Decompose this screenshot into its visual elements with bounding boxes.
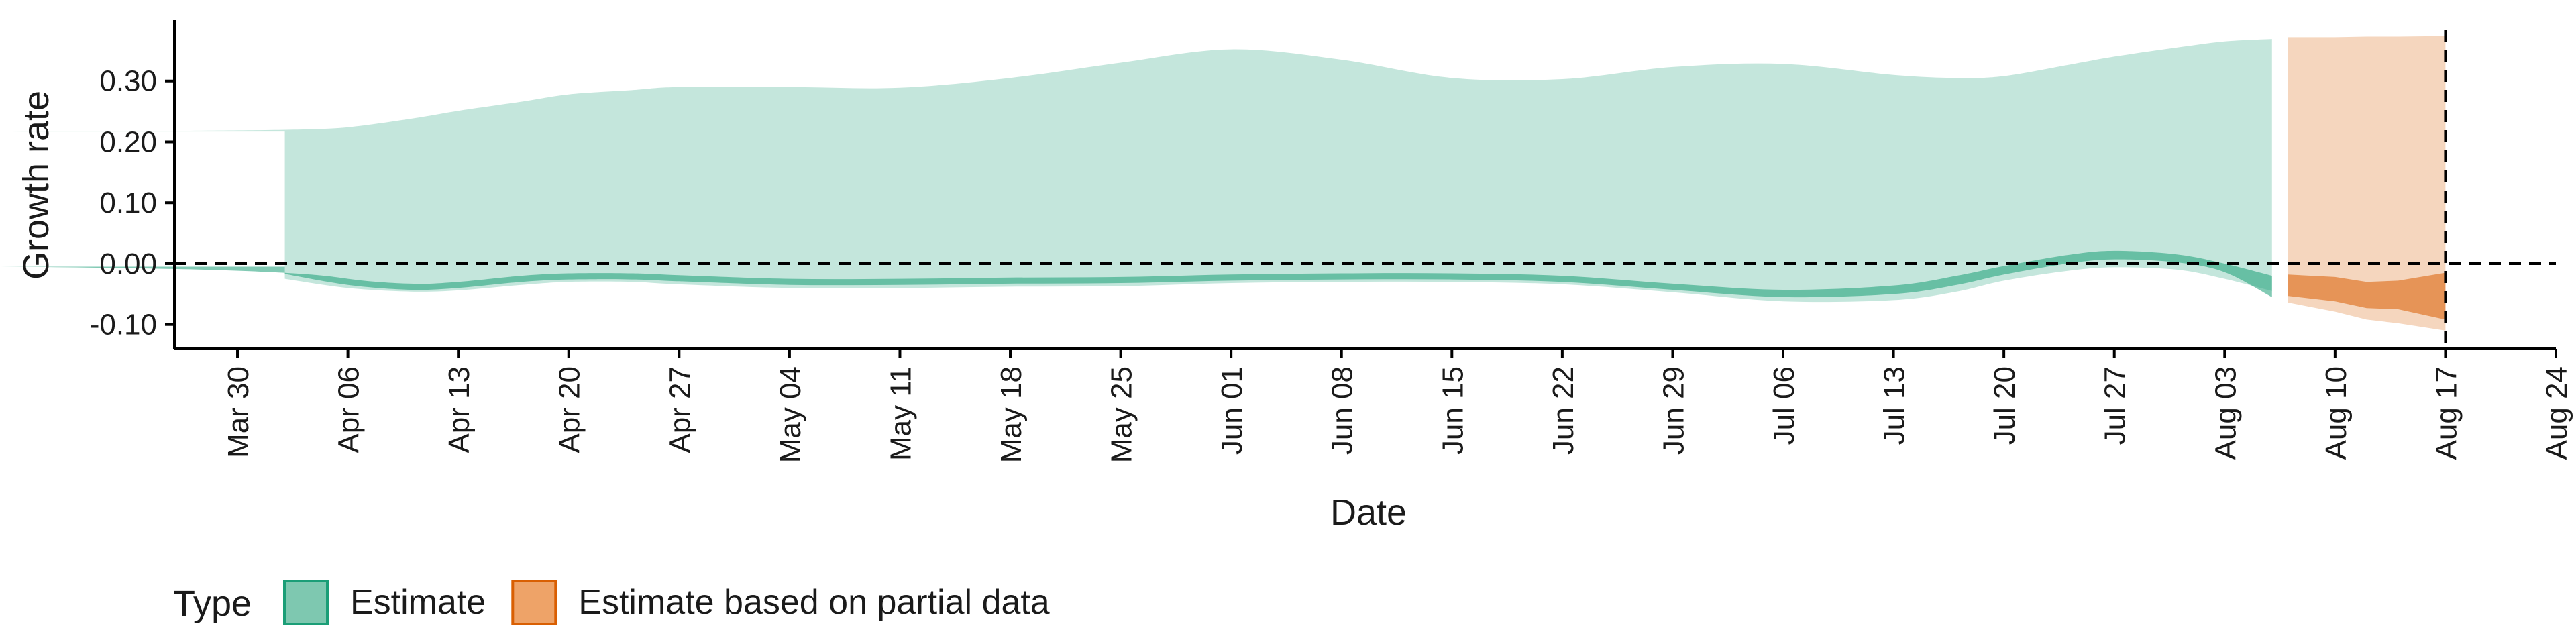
y-tick-label: 0.10 (99, 186, 157, 219)
y-tick-label: 0.30 (99, 65, 157, 98)
x-tick-label: Jun 22 (1547, 366, 1580, 455)
series-1-inner-band (2288, 272, 2446, 320)
x-tick-label: Jun 01 (1216, 366, 1248, 455)
x-tick-label: Aug 03 (2209, 366, 2242, 460)
axes (173, 20, 2556, 350)
x-tick-label: Mar 30 (222, 366, 255, 458)
legend: Type Estimate Estimate based on partial d… (173, 580, 1050, 625)
x-tick-label: Apr 20 (553, 366, 586, 453)
legend-key-1 (511, 580, 557, 625)
x-tick-label: Jul 27 (2099, 366, 2132, 445)
x-tick-label: Jul 20 (1988, 366, 2021, 445)
legend-key-0 (283, 580, 329, 625)
series-1-outer-band (2288, 36, 2446, 331)
reference-lines (174, 30, 2556, 349)
x-tick-label: May 18 (995, 366, 1028, 463)
x-tick-label: Jun 15 (1436, 366, 1469, 455)
legend-title: Type (173, 584, 252, 624)
x-tick-label: Jul 13 (1878, 366, 1911, 445)
x-tick-label: Jul 06 (1768, 366, 1801, 445)
x-tick-label: Jun 29 (1657, 366, 1690, 455)
y-axis-ticks: -0.10 0.00 0.10 0.20 0.30 (90, 65, 174, 341)
x-tick-label: May 11 (885, 366, 918, 461)
x-axis-ticks: Mar 30 Apr 06 Apr 13 Apr 20 Apr 27 May 04 May … (222, 349, 2573, 463)
x-tick-label: Aug 17 (2430, 366, 2463, 460)
x-tick-label: Aug 10 (2320, 366, 2353, 460)
legend-label-0: Estimate (350, 583, 486, 622)
x-tick-label: May 25 (1106, 366, 1138, 463)
legend-label-1: Estimate based on partial data (578, 583, 1050, 622)
x-tick-label: Apr 27 (663, 366, 696, 453)
x-tick-label: Apr 06 (333, 366, 366, 453)
x-tick-label: Apr 13 (443, 366, 476, 453)
x-axis-title: Date (1330, 492, 1407, 533)
x-tick-label: Jun 08 (1326, 366, 1359, 455)
x-tick-label: Aug 24 (2540, 366, 2573, 460)
series-0-outer-band (0, 39, 2272, 303)
x-tick-label: May 04 (774, 366, 807, 463)
y-tick-label: 0.20 (99, 125, 157, 158)
y-tick-label: 0.00 (99, 248, 157, 280)
y-tick-label: -0.10 (90, 309, 157, 341)
series-bands (0, 36, 2446, 331)
y-axis-title: Growth rate (16, 91, 56, 280)
